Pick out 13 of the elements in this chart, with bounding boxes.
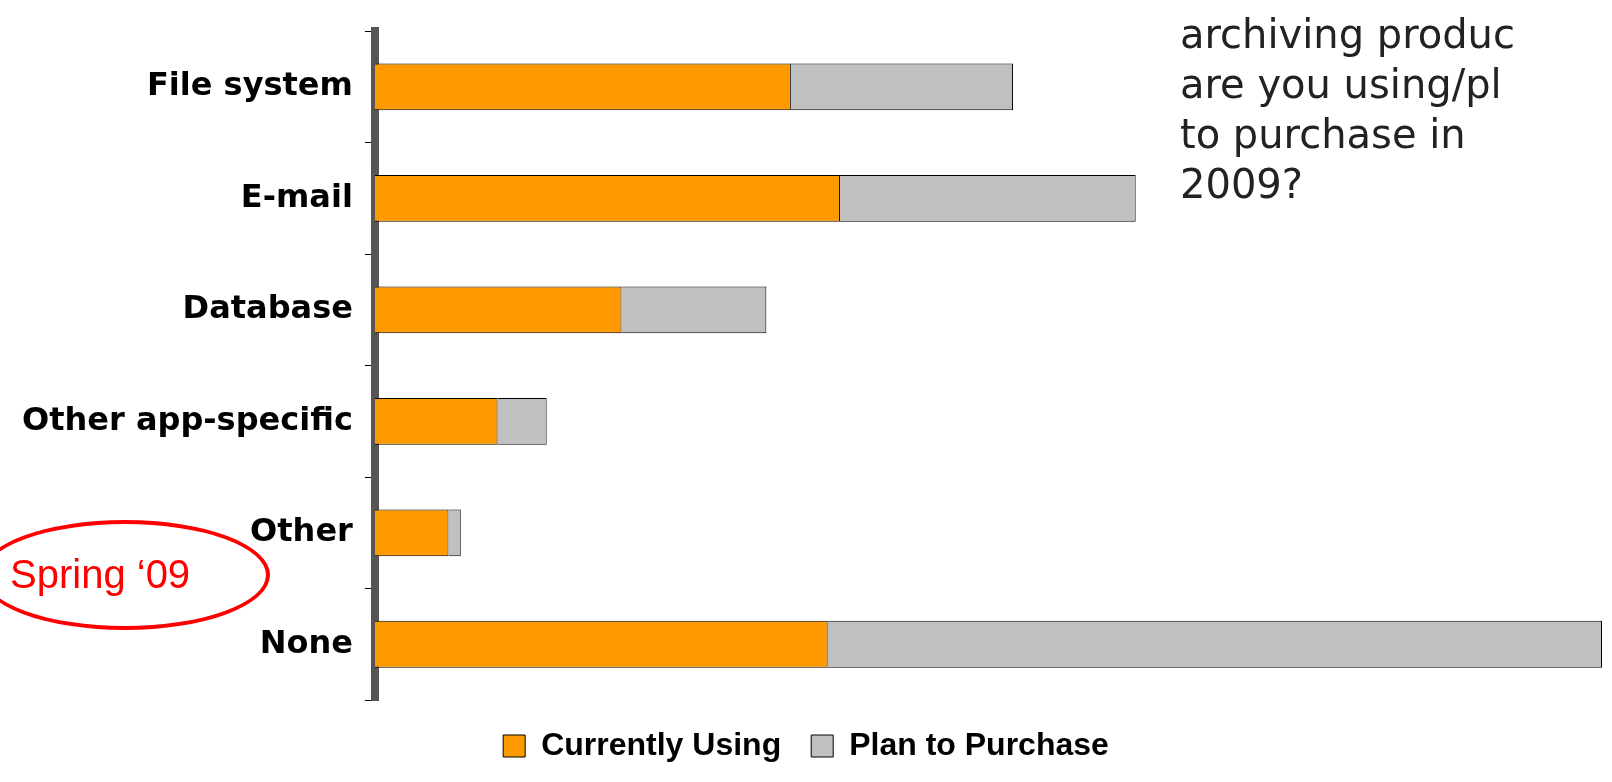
text: Spring ‘09 (10, 552, 191, 597)
legend-label: Currently Using (541, 725, 782, 762)
annotation: are you using/pl (1180, 60, 1502, 108)
y-tick-label: E-mail (240, 176, 353, 215)
annotation: to purchase in (1180, 110, 1466, 158)
y-tick-label: Other app-specific (22, 399, 353, 438)
y-tick-label: File system (146, 65, 353, 104)
annotation: 2009? (1180, 160, 1304, 208)
y-tick-label: Database (182, 288, 353, 327)
annotation: archiving produc (1180, 10, 1515, 58)
y-tick-label: None (259, 622, 353, 661)
y-tick-label: Other (250, 511, 354, 550)
legend-label: Plan to Purchase (849, 725, 1109, 762)
